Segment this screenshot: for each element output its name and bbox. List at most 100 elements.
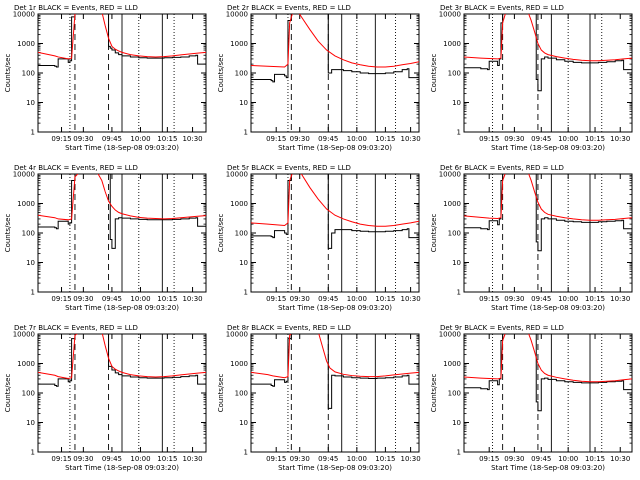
x-axis-label: Start Time (18-Sep-08 09:03:20) xyxy=(278,464,392,472)
y-tick-label: 100 xyxy=(448,230,461,238)
panel-2: 1 10 100 1000 10000 09:15 09:30 09:45 10:00 10:15… xyxy=(217,4,421,152)
x-tick-label: 09:45 xyxy=(102,135,122,143)
x-axis-label: Start Time (18-Sep-08 09:03:20) xyxy=(278,304,392,312)
x-tick-label: 10:00 xyxy=(347,455,367,463)
lld-series-line xyxy=(251,334,419,379)
x-tick-label: 10:30 xyxy=(182,455,202,463)
x-tick-label: 09:45 xyxy=(531,295,551,303)
panel-6: 1 10 100 1000 10000 09:15 09:30 09:45 10:00 10:15… xyxy=(430,164,633,312)
x-tick-label: 10:30 xyxy=(401,295,421,303)
y-tick-label: 1000 xyxy=(443,40,461,48)
x-tick-label: 10:15 xyxy=(375,455,395,463)
events-series-line xyxy=(464,334,632,412)
x-tick-label: 10:30 xyxy=(182,135,202,143)
events-series-line xyxy=(251,14,419,83)
y-tick-label: 10000 xyxy=(13,331,35,339)
lld-series-line xyxy=(464,14,632,62)
y-tick-label: 1 xyxy=(31,289,35,297)
x-tick-label: 10:15 xyxy=(375,135,395,143)
panel-7: 1 10 100 1000 10000 09:15 09:30 09:45 10:00 10:15… xyxy=(4,324,207,472)
y-tick-label: 1 xyxy=(457,449,461,457)
lld-series-line xyxy=(464,174,632,221)
panel-title: Det 1r BLACK = Events, RED = LLD xyxy=(14,4,138,12)
y-tick-label: 1000 xyxy=(230,360,248,368)
panel-title: Det 3r BLACK = Events, RED = LLD xyxy=(440,4,564,12)
events-series-line xyxy=(38,334,206,387)
x-tick-label: 09:45 xyxy=(318,455,338,463)
x-tick-label: 09:45 xyxy=(318,135,338,143)
x-tick-label: 10:30 xyxy=(401,455,421,463)
panel-title: Det 5r BLACK = Events, RED = LLD xyxy=(227,164,351,172)
y-tick-label: 100 xyxy=(22,230,35,238)
plot-area xyxy=(38,14,206,132)
y-tick-label: 10 xyxy=(239,259,248,267)
y-tick-label: 1 xyxy=(244,129,248,137)
x-axis-label: Start Time (18-Sep-08 09:03:20) xyxy=(65,304,179,312)
y-axis-label: Counts/sec xyxy=(217,54,225,93)
y-axis-label: Counts/sec xyxy=(430,374,438,413)
x-tick-label: 10:30 xyxy=(182,295,202,303)
x-tick-label: 09:45 xyxy=(531,455,551,463)
x-tick-label: 09:45 xyxy=(102,295,122,303)
lld-series-line xyxy=(38,14,206,60)
x-tick-label: 10:30 xyxy=(401,135,421,143)
x-tick-label: 10:15 xyxy=(157,135,177,143)
x-tick-label: 09:15 xyxy=(51,135,71,143)
lld-series-line xyxy=(464,334,632,383)
y-tick-label: 1000 xyxy=(17,40,35,48)
y-axis-label: Counts/sec xyxy=(4,374,12,413)
y-tick-label: 1 xyxy=(457,289,461,297)
events-series-line xyxy=(464,14,632,92)
plot-area xyxy=(464,334,632,452)
y-tick-label: 1 xyxy=(244,449,248,457)
x-tick-label: 10:00 xyxy=(130,295,150,303)
x-tick-label: 09:15 xyxy=(51,455,71,463)
x-tick-label: 10:15 xyxy=(585,135,605,143)
y-tick-label: 10000 xyxy=(13,171,35,179)
plot-area xyxy=(464,14,632,132)
y-tick-label: 10000 xyxy=(439,11,461,19)
x-tick-label: 09:30 xyxy=(504,135,524,143)
x-tick-label: 09:15 xyxy=(266,135,286,143)
y-tick-label: 1 xyxy=(244,289,248,297)
y-tick-label: 10000 xyxy=(226,171,248,179)
y-tick-label: 100 xyxy=(448,70,461,78)
y-tick-label: 100 xyxy=(235,230,248,238)
y-tick-label: 10000 xyxy=(226,331,248,339)
y-tick-label: 100 xyxy=(22,390,35,398)
x-tick-label: 09:30 xyxy=(290,295,310,303)
y-tick-label: 1000 xyxy=(443,360,461,368)
events-series-line xyxy=(38,14,206,68)
plot-area xyxy=(38,334,206,452)
x-axis-label: Start Time (18-Sep-08 09:03:20) xyxy=(491,304,605,312)
x-tick-label: 09:30 xyxy=(290,135,310,143)
y-tick-label: 10 xyxy=(452,419,461,427)
y-axis-label: Counts/sec xyxy=(4,54,12,93)
y-tick-label: 100 xyxy=(235,390,248,398)
x-tick-label: 10:30 xyxy=(610,135,630,143)
y-tick-label: 10 xyxy=(452,259,461,267)
plot-area xyxy=(38,174,206,292)
x-axis-label: Start Time (18-Sep-08 09:03:20) xyxy=(491,144,605,152)
x-tick-label: 09:15 xyxy=(479,455,499,463)
panel-1: 1 10 100 1000 10000 09:15 09:30 09:45 10:00 10:15… xyxy=(4,4,207,152)
plot-area xyxy=(251,14,419,132)
x-tick-label: 10:00 xyxy=(130,135,150,143)
x-tick-label: 10:00 xyxy=(558,135,578,143)
panel-title: Det 8r BLACK = Events, RED = LLD xyxy=(227,324,351,332)
y-tick-label: 1000 xyxy=(443,200,461,208)
x-tick-label: 09:15 xyxy=(266,455,286,463)
events-series-line xyxy=(38,174,206,249)
x-tick-label: 10:15 xyxy=(375,295,395,303)
panel-title: Det 6r BLACK = Events, RED = LLD xyxy=(440,164,564,172)
y-tick-label: 10000 xyxy=(226,11,248,19)
x-axis-label: Start Time (18-Sep-08 09:03:20) xyxy=(65,464,179,472)
y-tick-label: 10000 xyxy=(439,171,461,179)
plot-frame xyxy=(463,173,633,293)
y-tick-label: 10000 xyxy=(13,11,35,19)
x-tick-label: 09:45 xyxy=(318,295,338,303)
x-tick-label: 10:30 xyxy=(610,295,630,303)
x-tick-label: 09:30 xyxy=(504,295,524,303)
y-axis-label: Counts/sec xyxy=(217,374,225,413)
